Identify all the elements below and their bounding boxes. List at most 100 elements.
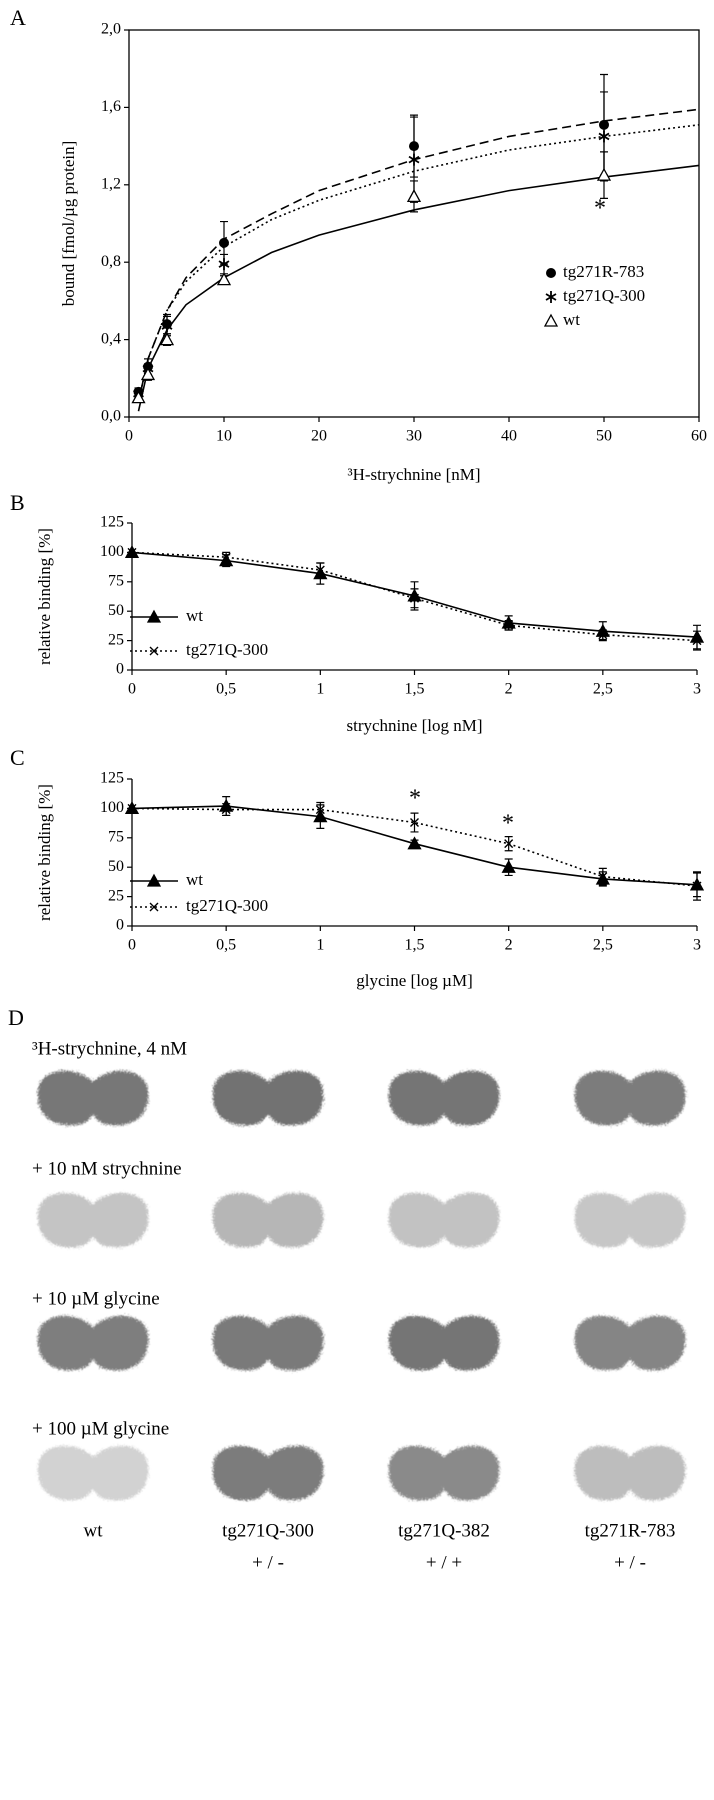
brain-section — [212, 1192, 324, 1248]
genotype-label: + / - — [614, 1552, 646, 1573]
x-axis-title: ³H-strychnine [nM] — [347, 465, 480, 484]
genotype-label: + / - — [252, 1552, 284, 1573]
x-tick-label: 1 — [316, 681, 324, 698]
y-tick-label: 0 — [116, 917, 124, 934]
x-tick-label: 2,5 — [593, 937, 613, 954]
brain-section — [37, 1445, 149, 1501]
column-label: tg271Q-300 — [222, 1520, 314, 1541]
x-axis-title: strychnine [log nM] — [347, 716, 483, 735]
marker — [221, 805, 231, 815]
autoradiograph — [37, 1070, 149, 1126]
x-tick-label: 30 — [406, 428, 422, 445]
marker — [161, 320, 173, 333]
x-tick-label: 10 — [216, 428, 232, 445]
fit-curve — [137, 164, 700, 412]
marker — [406, 189, 422, 203]
x-tick-label: 0,5 — [216, 937, 236, 954]
autoradiograph — [212, 1315, 324, 1371]
marker — [598, 630, 608, 640]
y-tick-label: 75 — [108, 828, 124, 845]
annotation: * — [409, 786, 421, 812]
legend-marker — [543, 313, 559, 327]
row-label: ³H-strychnine, 4 nM — [32, 1038, 187, 1059]
genotype-label: + / + — [426, 1552, 462, 1573]
y-tick-label: 50 — [108, 602, 124, 619]
legend-marker — [546, 268, 556, 278]
brain-section — [574, 1192, 686, 1248]
y-tick-label: 1,2 — [101, 175, 121, 192]
autoradiograph — [574, 1070, 686, 1126]
autoradiograph — [574, 1192, 686, 1248]
y-axis-title: bound [fmol/µg protein] — [59, 141, 78, 307]
autoradiograph — [388, 1070, 500, 1126]
autoradiograph — [37, 1445, 149, 1501]
column-label: wt — [84, 1520, 104, 1541]
marker — [131, 390, 146, 404]
panel-label: D — [8, 1005, 24, 1030]
autoradiograph — [37, 1315, 149, 1371]
x-tick-label: 40 — [501, 428, 517, 445]
y-tick-label: 125 — [100, 770, 124, 787]
x-tick-label: 50 — [596, 428, 612, 445]
panel-label: A — [10, 5, 26, 30]
marker — [692, 881, 702, 891]
marker — [315, 565, 325, 575]
autoradiograph — [212, 1070, 324, 1126]
y-tick-label: 100 — [100, 543, 124, 560]
brain-section — [574, 1315, 686, 1371]
row-label: + 10 nM strychnine — [32, 1158, 182, 1179]
autoradiograph — [388, 1192, 500, 1248]
marker — [410, 818, 419, 828]
x-tick-label: 1 — [316, 937, 324, 954]
marker — [596, 167, 612, 181]
y-tick-label: 0,8 — [101, 253, 121, 270]
fit-curve — [137, 108, 700, 402]
legend-label: wt — [186, 606, 203, 625]
marker — [315, 805, 325, 815]
marker — [219, 237, 229, 248]
marker — [127, 547, 137, 557]
x-tick-label: 60 — [691, 428, 707, 445]
marker — [218, 258, 230, 271]
y-tick-label: 0 — [116, 661, 124, 678]
y-tick-label: 0,0 — [101, 408, 121, 425]
panel-label: C — [10, 745, 25, 770]
x-tick-label: 20 — [311, 428, 327, 445]
marker — [598, 872, 608, 882]
legend-label: tg271Q-300 — [186, 640, 268, 659]
legend-label: tg271Q-300 — [563, 286, 645, 305]
y-tick-label: 0,4 — [101, 330, 121, 347]
legend-label: wt — [563, 310, 580, 329]
marker — [140, 367, 156, 381]
y-tick-label: 2,0 — [101, 21, 121, 38]
brain-section — [212, 1445, 324, 1501]
legend-label: tg271Q-300 — [186, 896, 268, 915]
brain-section — [574, 1445, 686, 1501]
y-tick-label: 25 — [108, 631, 124, 648]
x-tick-label: 0,5 — [216, 681, 236, 698]
autoradiograph — [37, 1192, 149, 1248]
y-axis-title: relative binding [%] — [35, 528, 54, 665]
legend-marker — [149, 902, 159, 912]
x-tick-label: 0 — [128, 937, 136, 954]
x-tick-label: 0 — [128, 681, 136, 698]
marker — [410, 593, 419, 603]
marker — [504, 620, 514, 630]
row-label: + 100 µM glycine — [32, 1418, 169, 1439]
brain-section — [574, 1070, 686, 1126]
marker — [501, 859, 516, 873]
x-tick-label: 0 — [125, 428, 133, 445]
column-label: tg271Q-382 — [398, 1520, 490, 1541]
autoradiograph — [212, 1445, 324, 1501]
column-label: tg271R-783 — [585, 1520, 676, 1541]
legend-label: wt — [186, 870, 203, 889]
x-axis-title: glycine [log µM] — [356, 971, 473, 990]
x-tick-label: 2,5 — [593, 681, 613, 698]
legend-marker — [146, 873, 162, 887]
autoradiograph — [388, 1445, 500, 1501]
annotation: * — [502, 811, 514, 837]
y-tick-label: 1,6 — [101, 98, 121, 115]
y-tick-label: 25 — [108, 887, 124, 904]
annotation: * — [594, 196, 606, 222]
